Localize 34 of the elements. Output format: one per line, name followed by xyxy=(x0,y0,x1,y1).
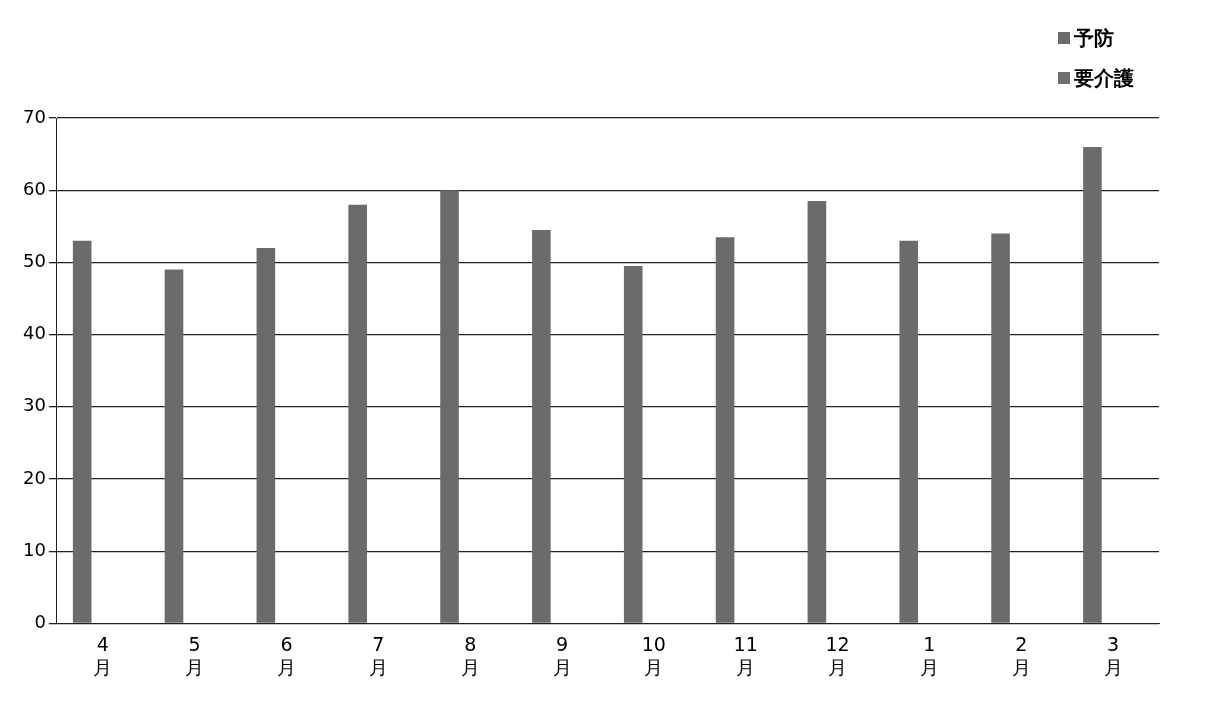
y-tick-label: 40 xyxy=(23,322,46,344)
y-tick-label: 30 xyxy=(23,394,46,416)
x-tick-label: 6月 xyxy=(277,632,297,678)
bar xyxy=(899,240,919,623)
y-tick-label: 60 xyxy=(23,177,46,199)
x-tick-label: 11月 xyxy=(733,632,758,678)
bar xyxy=(532,229,551,623)
x-tick-label: 1月 xyxy=(919,632,939,678)
x-tick-label: 12月 xyxy=(825,632,850,678)
bar xyxy=(440,190,459,623)
bar xyxy=(348,204,367,623)
y-tick-label: 20 xyxy=(23,466,46,488)
y-tick-label: 10 xyxy=(23,538,46,560)
bar xyxy=(72,240,92,623)
x-tick-label: 5月 xyxy=(185,632,205,678)
bar xyxy=(1083,146,1102,623)
bar xyxy=(715,237,735,623)
bar xyxy=(256,247,276,623)
bar xyxy=(164,269,184,623)
legend-label: 要介護 xyxy=(1074,65,1134,92)
x-tick-label: 4月 xyxy=(93,632,113,678)
x-tick-label: 9月 xyxy=(552,632,572,678)
y-tick-label: 70 xyxy=(23,105,46,127)
y-tick-label: 50 xyxy=(23,250,46,272)
x-tick-label: 10月 xyxy=(641,632,666,678)
bar xyxy=(991,233,1010,623)
y-tick-label: 0 xyxy=(34,611,46,633)
legend-label: 予防 xyxy=(1074,25,1114,52)
x-tick-label: 3月 xyxy=(1103,632,1123,678)
x-tick-label: 2月 xyxy=(1011,632,1031,678)
x-tick-label: 7月 xyxy=(368,632,388,678)
x-tick-label: 8月 xyxy=(460,632,480,678)
bar xyxy=(807,201,827,623)
bar xyxy=(623,266,643,623)
